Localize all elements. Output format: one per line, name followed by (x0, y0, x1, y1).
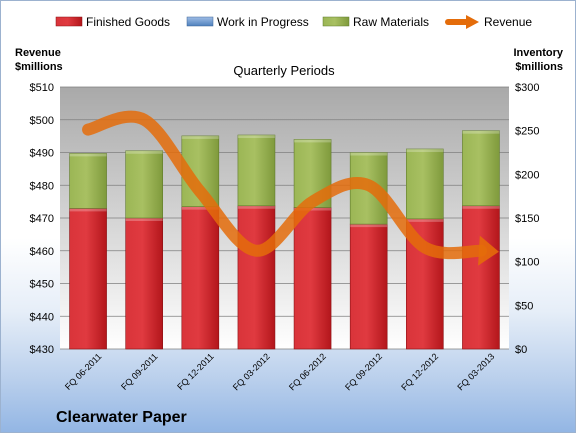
left-tick-label: $490 (30, 148, 54, 160)
bar-highlight (350, 224, 388, 228)
legend-swatch-work-in-progress (186, 16, 214, 27)
left-tick-label: $470 (30, 213, 54, 225)
bar-highlight (294, 207, 332, 211)
category-label: FQ 09-2011 (119, 351, 160, 392)
right-tick-label: $300 (515, 82, 539, 94)
left-tick-label: $480 (30, 180, 54, 192)
bar-finished-goods (462, 205, 500, 350)
chart-subtitle: Quarterly Periods (233, 63, 335, 78)
bar-raw-materials (125, 150, 163, 219)
category-label: FQ 03-2013 (455, 351, 496, 392)
left-tick-label: $430 (30, 344, 54, 356)
left-tick-label: $440 (30, 311, 54, 323)
bar-highlight (237, 135, 275, 139)
category-label: FQ 06-2012 (287, 351, 328, 392)
bar-finished-goods (293, 207, 332, 350)
bar-highlight (462, 130, 500, 134)
category-label: FQ 09-2012 (343, 351, 384, 392)
bar-finished-goods (349, 223, 388, 350)
bar-highlight (69, 153, 107, 157)
bar-raw-materials (406, 148, 444, 220)
company-name: Clearwater Paper (56, 409, 187, 426)
left-tick-label: $450 (30, 279, 54, 291)
right-tick-label: $250 (515, 126, 539, 138)
right-axis-ticks: $300 $250 $200 $150 $100 $50 $0 (515, 82, 539, 356)
bar-marks (69, 130, 500, 350)
category-label: FQ 12-2012 (399, 351, 440, 392)
bar-highlight (350, 152, 388, 156)
bar-highlight (69, 208, 107, 212)
bar-raw-materials (462, 130, 500, 207)
right-tick-label: $50 (515, 300, 533, 312)
left-axis-title-line2: $millions (15, 61, 63, 73)
left-tick-label: $500 (30, 115, 54, 127)
bar-finished-goods (69, 208, 107, 350)
bar-raw-materials (237, 134, 276, 207)
right-axis-title-line1: Inventory (513, 47, 563, 59)
category-label: FQ 06-2011 (63, 351, 104, 392)
revenue-arrowhead (478, 235, 499, 266)
bar-highlight (181, 135, 219, 139)
bar-raw-materials (69, 153, 107, 209)
legend-label-revenue: Revenue (484, 15, 532, 29)
legend: Finished Goods Work in Progress Raw Mate… (55, 15, 532, 29)
bar-highlight (406, 218, 444, 222)
bar-highlight (125, 150, 163, 154)
bar-finished-goods (181, 206, 220, 350)
bar-highlight (181, 206, 219, 210)
left-axis-ticks: $510 $500 $490 $480 $470 $460 $450 $440 $430 (30, 82, 54, 356)
legend-label-raw-materials: Raw Materials (353, 15, 429, 29)
left-tick-label: $460 (30, 246, 54, 258)
right-tick-label: $0 (515, 344, 527, 356)
legend-label-work-in-progress: Work in Progress (217, 15, 309, 29)
legend-swatch-revenue (445, 15, 479, 29)
bar-highlight (406, 149, 444, 153)
legend-swatch-raw-materials (322, 16, 350, 27)
right-tick-label: $100 (515, 257, 539, 269)
bar-highlight (237, 205, 275, 209)
category-label: FQ 12-2011 (175, 351, 216, 392)
bar-finished-goods (125, 217, 163, 350)
revenue-line (82, 110, 499, 266)
category-label: FQ 03-2012 (231, 351, 272, 392)
right-tick-label: $200 (515, 169, 539, 181)
bar-highlight (294, 139, 332, 143)
left-tick-label: $510 (30, 82, 54, 94)
bar-highlight (125, 218, 163, 221)
legend-label-finished-goods: Finished Goods (86, 15, 170, 29)
right-axis-title-line2: $millions (515, 61, 563, 73)
category-axis-labels: FQ 06-2011 FQ 09-2011 FQ 12-2011 FQ 03-2012… (63, 351, 496, 392)
bar-highlight (462, 205, 500, 209)
left-axis-title-line1: Revenue (15, 47, 61, 59)
legend-swatch-finished-goods (55, 16, 83, 27)
right-tick-label: $150 (515, 213, 539, 225)
bar-finished-goods (237, 205, 276, 350)
revenue-curve (82, 110, 487, 260)
